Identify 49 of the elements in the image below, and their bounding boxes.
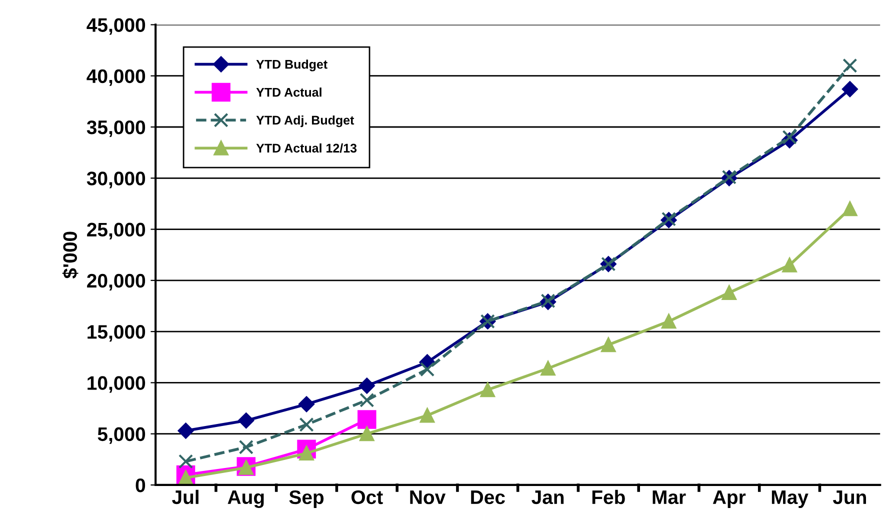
point bbox=[842, 202, 858, 216]
legend-label: YTD Actual 12/13 bbox=[256, 143, 357, 153]
x-tick-label: Apr bbox=[712, 490, 746, 508]
legend-label: YTD Adj. Budget bbox=[256, 115, 354, 128]
y-tick-label: 0 bbox=[136, 478, 146, 492]
x-tick-label: Oct bbox=[351, 490, 383, 504]
point bbox=[360, 426, 374, 442]
y-tick-label: 15,000 bbox=[88, 325, 146, 342]
point bbox=[480, 382, 495, 398]
point bbox=[601, 338, 616, 352]
point bbox=[540, 361, 556, 376]
point bbox=[358, 378, 375, 394]
point bbox=[782, 130, 797, 145]
point bbox=[360, 392, 374, 408]
x-tick-label: Mar bbox=[652, 490, 686, 504]
y-tick-label: 35,000 bbox=[86, 120, 146, 138]
y-tick-label: 10,000 bbox=[88, 376, 146, 393]
point bbox=[722, 285, 736, 300]
x-tick-label: Dec bbox=[471, 490, 505, 504]
x-tick-label: Jan bbox=[532, 490, 564, 504]
legend-label: YTD Budget bbox=[256, 60, 328, 72]
y-tick-label: 40,000 bbox=[86, 69, 146, 86]
point bbox=[420, 362, 435, 377]
point bbox=[298, 396, 314, 412]
point bbox=[661, 314, 676, 329]
x-tick-label: May bbox=[772, 490, 808, 508]
point bbox=[178, 454, 194, 469]
y-tick-label: 5,000 bbox=[98, 427, 146, 444]
point bbox=[178, 422, 194, 439]
x-tick-label: Aug bbox=[228, 490, 264, 508]
point bbox=[782, 258, 797, 272]
point bbox=[842, 81, 858, 98]
y-tick-label: 45,000 bbox=[86, 18, 146, 35]
y-tick-label: 20,000 bbox=[87, 274, 146, 290]
point bbox=[420, 408, 435, 423]
point bbox=[358, 410, 376, 429]
point bbox=[299, 417, 314, 432]
y-axis-title: $'000 bbox=[62, 232, 78, 279]
x-tick-label: Jun bbox=[832, 490, 866, 504]
point bbox=[238, 440, 254, 454]
point bbox=[842, 58, 858, 73]
x-tick-label: Sep bbox=[289, 490, 324, 508]
y-tick-label: 25,000 bbox=[87, 222, 146, 240]
point bbox=[238, 412, 254, 428]
y-tick-label: 30,000 bbox=[86, 172, 146, 188]
legend-label: YTD Actual bbox=[256, 88, 322, 97]
x-tick-label: Feb bbox=[592, 490, 625, 504]
x-tick-label: Jul bbox=[172, 490, 198, 504]
x-tick-label: Nov bbox=[410, 490, 446, 504]
